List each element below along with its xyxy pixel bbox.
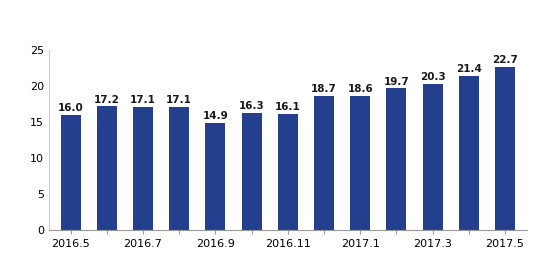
Text: 22.7: 22.7	[492, 55, 518, 65]
Text: 20.3: 20.3	[420, 72, 445, 82]
Text: 16.0: 16.0	[58, 103, 84, 113]
Text: 19.7: 19.7	[383, 77, 409, 87]
Bar	[459, 76, 479, 230]
Text: 21.4: 21.4	[456, 64, 482, 74]
Text: 17.1: 17.1	[130, 95, 156, 105]
Bar	[422, 84, 443, 230]
Bar	[61, 115, 80, 230]
Bar	[97, 106, 117, 230]
Text: 18.6: 18.6	[348, 85, 373, 94]
Bar	[242, 113, 262, 230]
Bar	[205, 123, 225, 230]
Bar	[133, 107, 153, 230]
Bar	[495, 67, 515, 230]
Text: 17.2: 17.2	[94, 95, 119, 104]
Text: 16.3: 16.3	[239, 101, 264, 111]
Bar	[350, 96, 370, 230]
Text: 16.1: 16.1	[275, 102, 301, 112]
Text: 18.7: 18.7	[311, 84, 337, 94]
Text: 14.9: 14.9	[203, 111, 228, 121]
Bar	[169, 107, 189, 230]
Bar	[278, 114, 298, 230]
Bar	[314, 95, 334, 230]
Text: 17.1: 17.1	[166, 95, 192, 105]
Bar	[387, 88, 406, 230]
